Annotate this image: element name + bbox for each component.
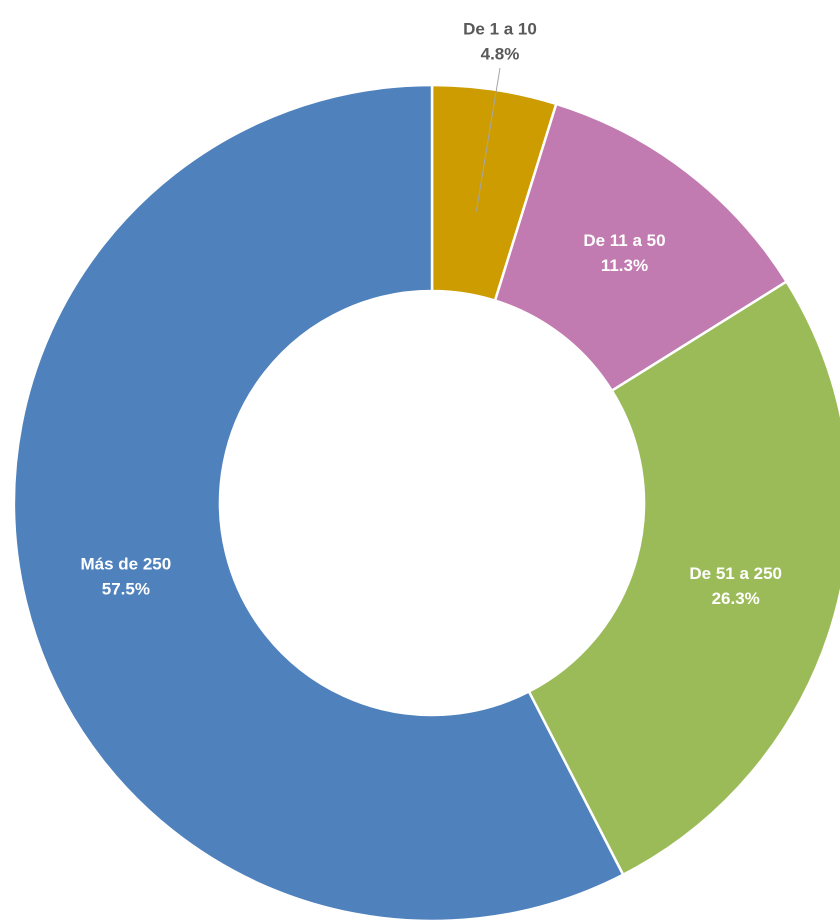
donut-slice — [12, 83, 625, 923]
slice-label: Más de 250 — [80, 555, 171, 574]
slice-value: 26.3% — [712, 589, 760, 608]
leader-line — [475, 67, 501, 212]
slice-value: 57.5% — [102, 580, 150, 599]
slice-label: De 11 a 50 — [583, 231, 665, 250]
donut-slice — [527, 279, 840, 877]
slice-value: 11.3% — [601, 256, 648, 275]
slice-label: De 1 a 10 — [463, 19, 537, 38]
donut-slice — [493, 102, 789, 393]
slice-value: 4.8% — [481, 44, 520, 63]
slice-label: De 51 a 250 — [689, 564, 782, 583]
